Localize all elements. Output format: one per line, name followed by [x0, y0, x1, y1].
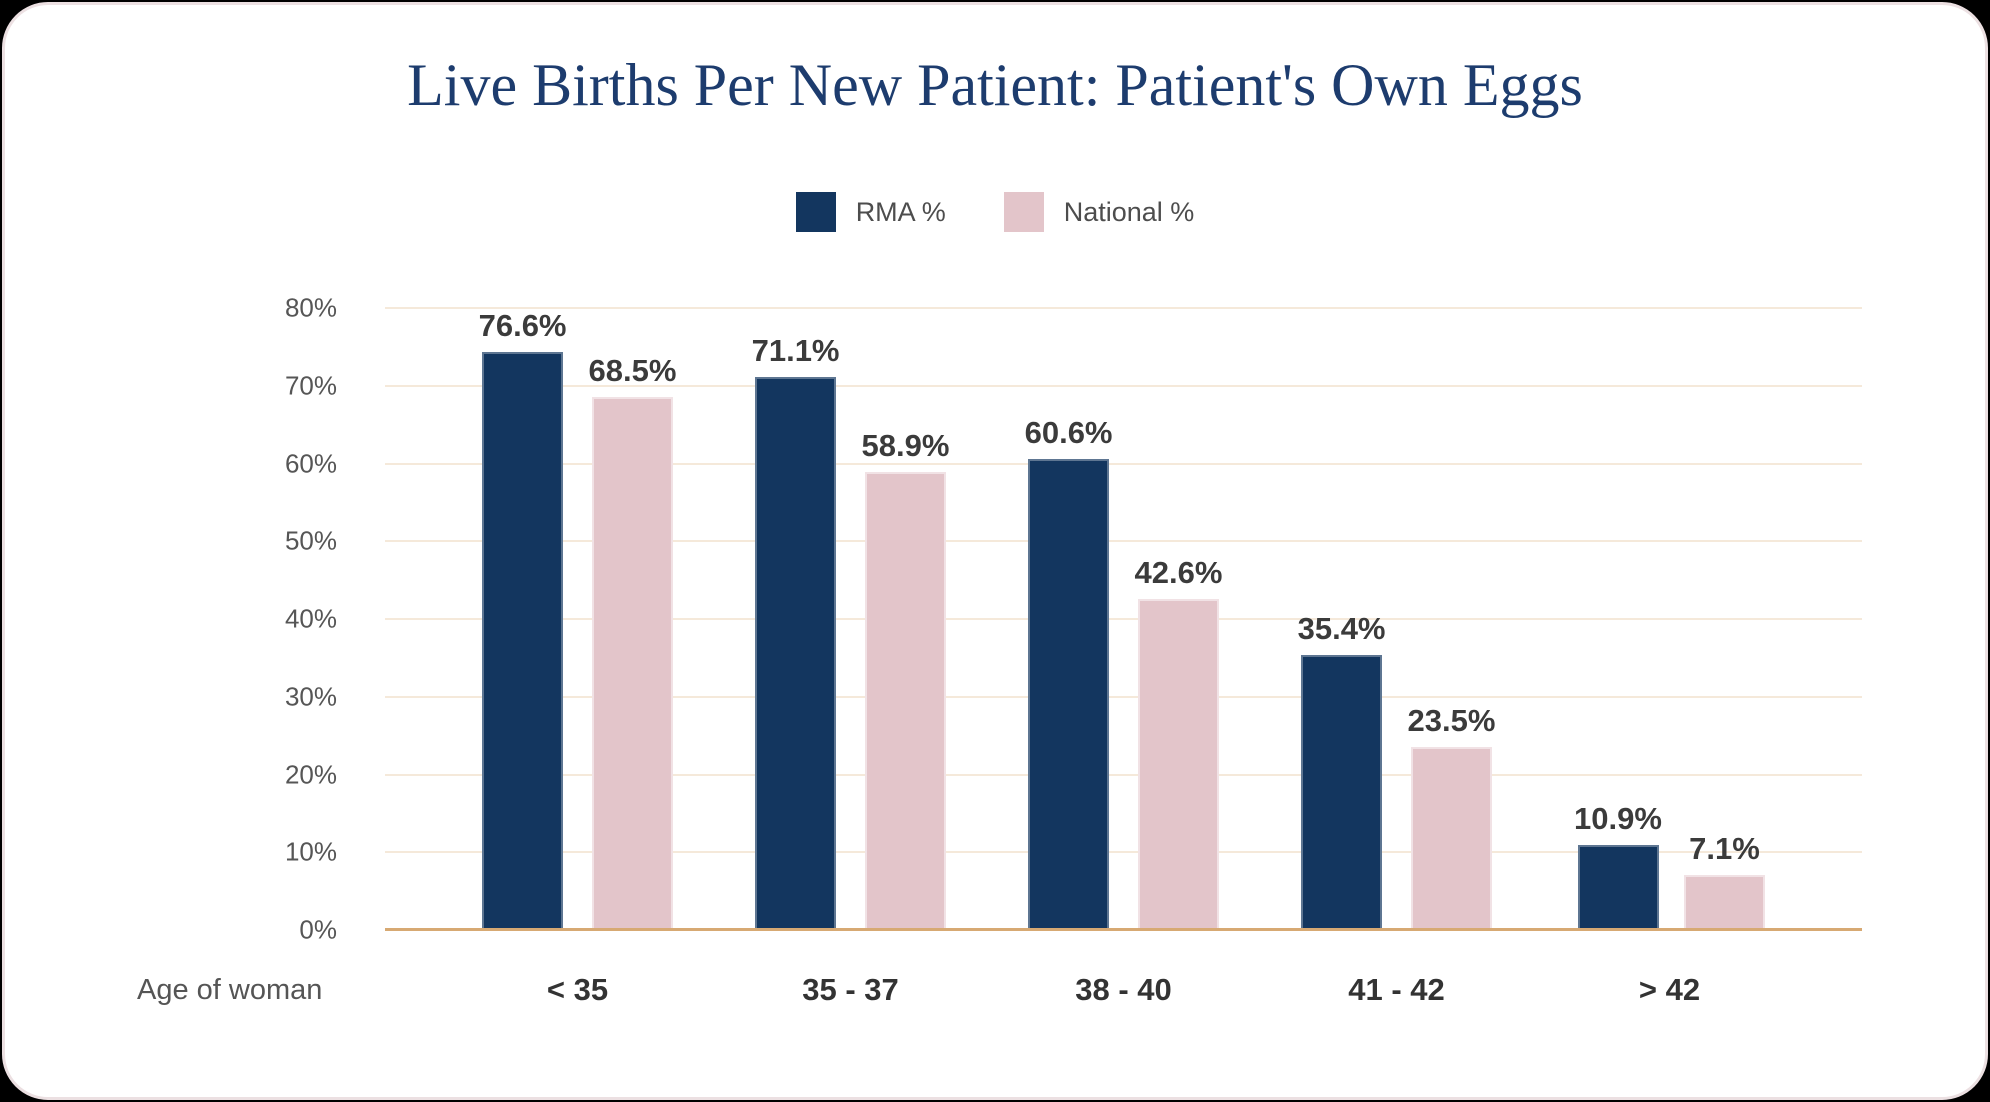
legend-item-national[interactable]: National %	[1003, 192, 1195, 232]
y-axis-tick-label: 40%	[284, 603, 337, 634]
y-axis-tick-label: 0%	[299, 914, 337, 945]
category-group-35: 76.6% 68.5%	[441, 308, 714, 930]
bars-layer: 76.6% 68.5% 71.1% 58.9% 60.6% 42.6% 35.4% 23.5%…	[385, 308, 1862, 930]
x-axis-label-35-37: 35 - 37	[802, 972, 899, 1007]
category-group-41-42: 35.4% 23.5%	[1260, 308, 1533, 930]
bar-national-3	[1410, 747, 1492, 930]
bar-value-label: 58.9%	[861, 428, 950, 464]
bar-value-label: 10.9%	[1574, 801, 1662, 837]
bar-column: 35.4%	[1298, 308, 1386, 930]
x-axis-baseline	[385, 928, 1862, 931]
legend-label: RMA %	[855, 196, 946, 227]
bar-column: 7.1%	[1683, 308, 1765, 930]
y-axis-tick-label: 60%	[284, 448, 337, 478]
gridline-60	[385, 462, 1862, 465]
bar-value-label: 71.1%	[751, 333, 840, 369]
bar-value-label: 7.1%	[1689, 830, 1760, 866]
plot-area: 0% 10% 20% 30% 40% 50% 60% 70% 80% 76.6% 68.5% 71.…	[137, 293, 1862, 1007]
category-group-42: 10.9% 7.1%	[1533, 308, 1806, 930]
gridline-20	[385, 773, 1862, 776]
bar-column: 23.5%	[1407, 308, 1496, 930]
bar-national-1	[864, 472, 946, 930]
bar-value-label: 35.4%	[1297, 610, 1386, 646]
bar-value-label: 76.6%	[478, 308, 567, 343]
x-axis-labels: < 35 35 - 37 38 - 40 41 - 42 > 42	[385, 972, 1862, 1008]
bar-value-label: 42.6%	[1134, 554, 1223, 590]
chart-legend: RMA % National %	[5, 191, 1985, 233]
bar-column: 42.6%	[1134, 308, 1223, 930]
chart-title: Live Births Per New Patient: Patient's O…	[407, 52, 1583, 118]
bar-rma-0	[482, 352, 564, 930]
bar-rma-1	[755, 377, 837, 930]
gridline-80	[385, 307, 1862, 309]
x-axis-label-35: < 35	[546, 972, 609, 1007]
bar-column: 10.9%	[1574, 308, 1662, 930]
category-group-38-40: 60.6% 42.6%	[987, 308, 1260, 930]
bar-rma-2	[1028, 458, 1110, 930]
bar-value-label: 68.5%	[588, 353, 677, 389]
y-axis-tick-label: 30%	[284, 681, 337, 712]
gridline-30	[385, 695, 1862, 698]
x-axis-title: Age of woman	[137, 974, 323, 1006]
category-group-35-37: 71.1% 58.9%	[714, 308, 987, 930]
bar-value-label: 60.6%	[1024, 414, 1113, 450]
y-axis-tick-label: 70%	[284, 370, 337, 401]
legend-swatch-national	[1003, 192, 1044, 232]
y-axis-tick-label: 10%	[284, 836, 337, 867]
bar-national-2	[1137, 598, 1219, 930]
bar-column: 76.6%	[479, 308, 567, 930]
gridline-50	[385, 540, 1862, 543]
bar-column: 71.1%	[752, 308, 840, 930]
legend-label: National %	[1063, 196, 1195, 227]
bar-rma-4	[1577, 845, 1659, 930]
gridline-40	[385, 618, 1862, 620]
gridline-10	[385, 851, 1862, 854]
bar-national-0	[591, 397, 673, 930]
bar-column: 68.5%	[588, 308, 677, 930]
y-axis-tick-label: 50%	[284, 525, 337, 556]
legend-swatch-rma	[795, 192, 836, 232]
bar-national-4	[1683, 874, 1765, 930]
x-axis-label-41-42: 41 - 42	[1348, 972, 1445, 1007]
bar-rma-3	[1301, 654, 1383, 930]
x-axis-label-42: > 42	[1638, 972, 1701, 1007]
gridline-70	[385, 384, 1862, 387]
legend-item-rma[interactable]: RMA %	[795, 192, 946, 232]
bar-column: 58.9%	[861, 308, 950, 930]
y-axis-tick-label: 80%	[284, 292, 337, 323]
bar-value-label: 23.5%	[1407, 703, 1496, 739]
bar-column: 60.6%	[1025, 308, 1113, 930]
x-axis-label-38-40: 38 - 40	[1075, 972, 1172, 1007]
y-axis-tick-label: 20%	[284, 759, 337, 789]
